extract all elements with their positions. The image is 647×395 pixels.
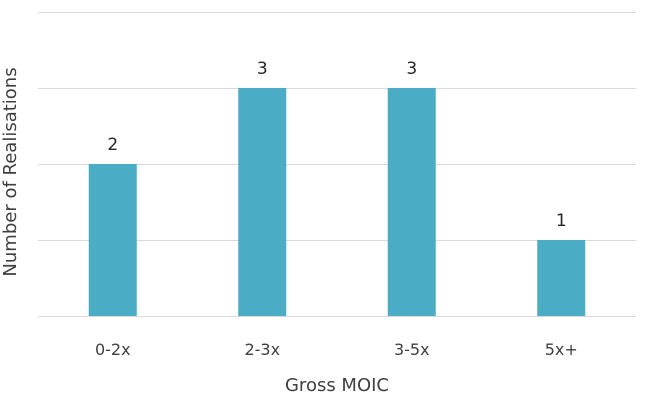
x-axis-title: Gross MOIC [285,375,389,395]
bar-5x+ [537,240,586,316]
data-labels: 2 3 3 1 [107,59,566,231]
gridlines [38,12,636,317]
data-label: 3 [406,59,417,79]
x-tick-label: 2-3x [244,340,280,359]
y-axis-title: Number of Realisations [0,67,21,276]
x-tick-label: 3-5x [394,340,430,359]
bar-2-3x [238,88,287,316]
x-tick-label: 5x+ [545,340,578,359]
bars [88,88,586,316]
bar-0-2x [88,164,137,316]
bar-3-5x [387,88,436,316]
data-label: 2 [107,135,118,155]
x-tick-label: 0-2x [95,340,131,359]
data-label: 1 [556,211,567,231]
data-label: 3 [257,59,268,79]
x-tick-labels: 0-2x 2-3x 3-5x 5x+ [95,340,578,359]
